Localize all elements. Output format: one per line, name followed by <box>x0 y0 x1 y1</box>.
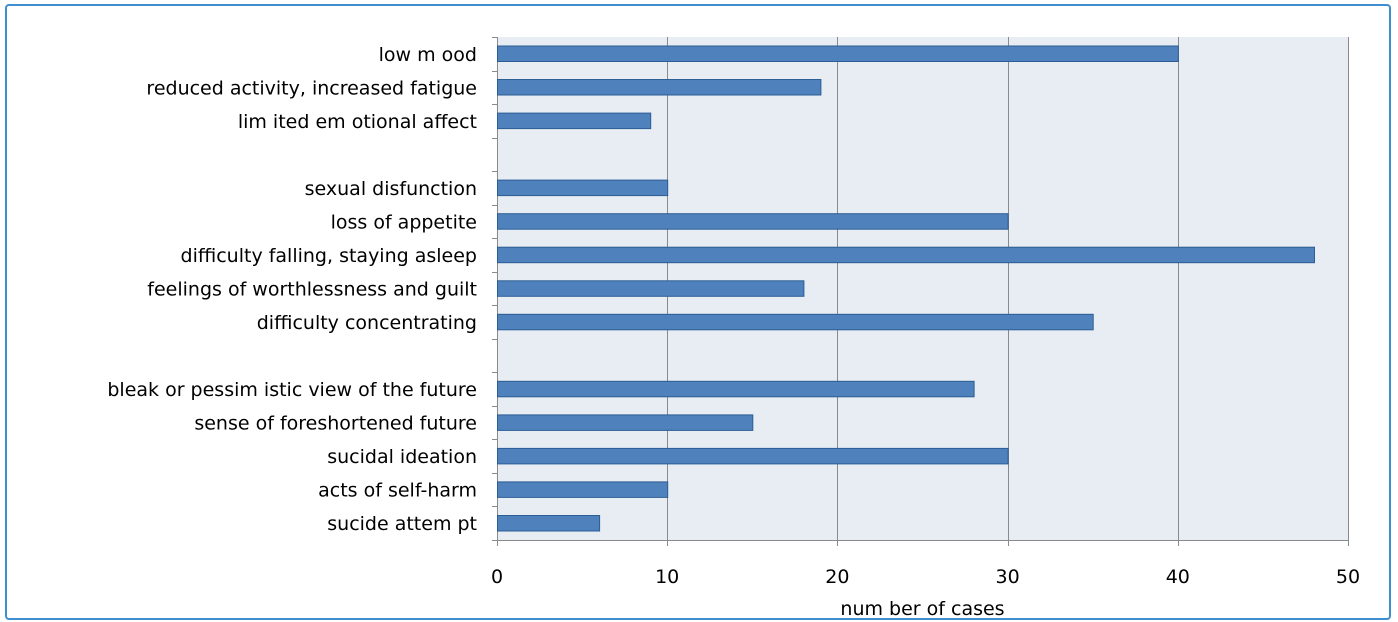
bar <box>497 515 601 532</box>
category-label: difficulty falling, staying asleep <box>181 245 477 267</box>
x-axis-title: num ber of cases <box>840 598 1004 620</box>
bar <box>497 481 669 498</box>
x-tick-label: 30 <box>996 566 1020 588</box>
category-label: lim ited em otional affect <box>238 111 477 133</box>
bar <box>497 380 975 398</box>
category-label: sucide attem pt <box>327 513 477 535</box>
category-label: acts of self-harm <box>318 480 477 502</box>
category-label: loss of appetite <box>331 211 477 233</box>
x-tick-label: 50 <box>1336 566 1360 588</box>
bar <box>497 213 1009 230</box>
bar <box>497 280 805 297</box>
bar <box>497 112 652 130</box>
category-label: reduced activity, increased fatigue <box>146 77 477 99</box>
category-label: sexual disfunction <box>305 178 477 200</box>
category-label: feelings of worthlessness and guilt <box>147 279 477 301</box>
bar <box>497 447 1009 465</box>
category-label: difficulty concentrating <box>257 312 477 334</box>
bar <box>497 313 1094 331</box>
category-label: sucidal ideation <box>327 446 477 468</box>
bars <box>497 45 1315 532</box>
category-label: bleak or pessim istic view of the future <box>107 379 477 401</box>
x-tick-labels: 0 10 20 30 40 50 <box>491 566 1360 588</box>
bar <box>497 246 1315 264</box>
x-tick-label: 20 <box>825 566 849 588</box>
category-label: low m ood <box>379 44 477 66</box>
x-tick-label: 40 <box>1166 566 1190 588</box>
bar <box>497 179 669 197</box>
bar <box>497 79 822 96</box>
x-tick-label: 0 <box>491 566 503 588</box>
category-label: sense of foreshortened future <box>194 413 477 435</box>
x-tick-label: 10 <box>655 566 679 588</box>
bar <box>497 45 1179 62</box>
category-labels: low m ood reduced activity, increased fat… <box>107 44 477 535</box>
bar <box>497 414 754 431</box>
